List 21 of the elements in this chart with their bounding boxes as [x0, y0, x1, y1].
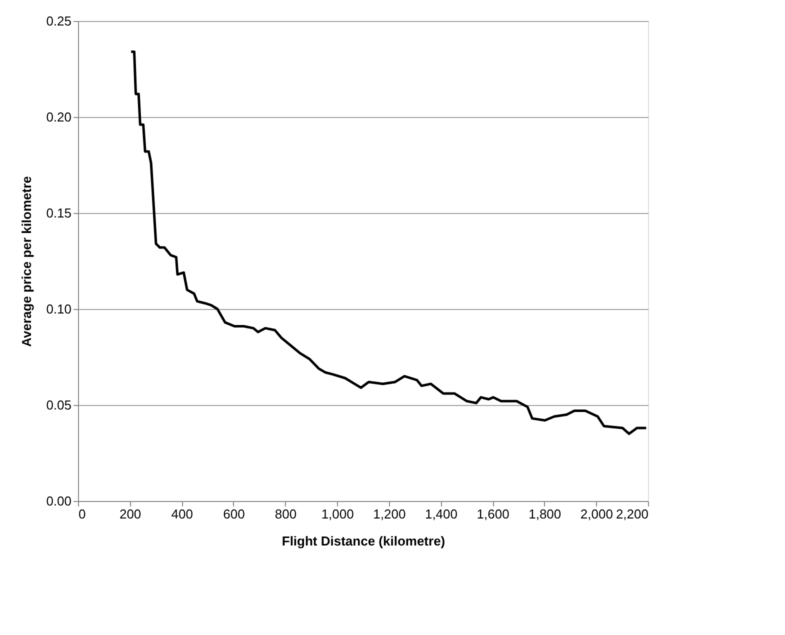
x-axis-title: Flight Distance (kilometre) [282, 534, 446, 548]
x-tick-label: 400 [171, 506, 193, 522]
x-tick-label: 2,200 [616, 506, 648, 522]
x-tick-label: 800 [274, 506, 297, 522]
x-tick-label: 600 [223, 506, 245, 522]
x-tick-label: 1,200 [373, 506, 406, 522]
x-tick-label: 1,000 [321, 506, 354, 522]
y-tick-label: 0.25 [46, 14, 72, 28]
x-tick-label: 0 [78, 506, 86, 522]
line-series [130, 50, 648, 436]
x-tick-label: 1,600 [476, 506, 510, 522]
y-axis-title: Average price per kilometre [19, 176, 34, 347]
y-tick-label: 0.10 [46, 302, 72, 316]
x-tick-label: 200 [119, 506, 142, 522]
x-tick-label: 1,800 [528, 506, 562, 522]
y-tick-label: 0.00 [46, 494, 72, 508]
x-tick-label: 2,000 [580, 506, 613, 522]
y-tick-label: 0.15 [46, 206, 72, 220]
x-tick-label: 1,400 [424, 506, 458, 522]
y-tick-label: 0.05 [46, 398, 72, 412]
y-tick-label: 0.20 [46, 110, 72, 124]
